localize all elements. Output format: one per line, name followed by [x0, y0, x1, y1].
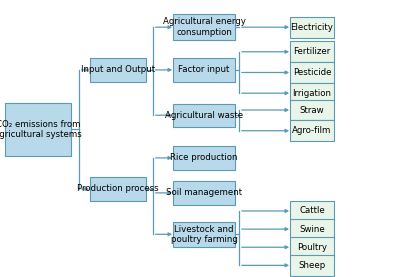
Text: Agricultural waste: Agricultural waste — [165, 111, 243, 120]
FancyBboxPatch shape — [174, 181, 234, 204]
Text: Agricultural energy
consumption: Agricultural energy consumption — [162, 17, 246, 37]
FancyBboxPatch shape — [290, 237, 334, 258]
Text: Agro-film: Agro-film — [292, 126, 332, 135]
FancyBboxPatch shape — [290, 201, 334, 221]
FancyBboxPatch shape — [174, 14, 234, 40]
FancyBboxPatch shape — [174, 146, 234, 170]
Text: Cattle: Cattle — [299, 206, 325, 216]
FancyBboxPatch shape — [290, 120, 334, 141]
Text: Swine: Swine — [299, 225, 325, 234]
Text: Irrigation: Irrigation — [292, 89, 332, 98]
Text: Poultry: Poultry — [297, 243, 327, 252]
Text: Soil management: Soil management — [166, 188, 242, 198]
FancyBboxPatch shape — [90, 177, 146, 201]
Text: Livestock and
poultry farming: Livestock and poultry farming — [170, 225, 238, 244]
Text: Sheep: Sheep — [298, 261, 326, 270]
FancyBboxPatch shape — [174, 104, 234, 127]
Text: Production process: Production process — [77, 184, 159, 193]
Text: CO₂ emissions from
agricultural systems: CO₂ emissions from agricultural systems — [0, 120, 82, 139]
FancyBboxPatch shape — [174, 222, 234, 247]
FancyBboxPatch shape — [290, 100, 334, 120]
FancyBboxPatch shape — [290, 83, 334, 104]
Text: Factor input: Factor input — [178, 65, 230, 75]
FancyBboxPatch shape — [290, 219, 334, 239]
Text: Input and Output: Input and Output — [81, 65, 155, 75]
Text: Electricity: Electricity — [290, 23, 334, 32]
FancyBboxPatch shape — [290, 17, 334, 38]
FancyBboxPatch shape — [6, 102, 71, 156]
FancyBboxPatch shape — [290, 62, 334, 83]
Text: Pesticide: Pesticide — [293, 68, 331, 77]
FancyBboxPatch shape — [174, 58, 234, 81]
Text: Rice production: Rice production — [170, 153, 238, 162]
Text: Straw: Straw — [300, 106, 324, 114]
FancyBboxPatch shape — [290, 42, 334, 62]
FancyBboxPatch shape — [290, 255, 334, 276]
Text: Fertilizer: Fertilizer — [293, 47, 331, 56]
FancyBboxPatch shape — [90, 58, 146, 81]
